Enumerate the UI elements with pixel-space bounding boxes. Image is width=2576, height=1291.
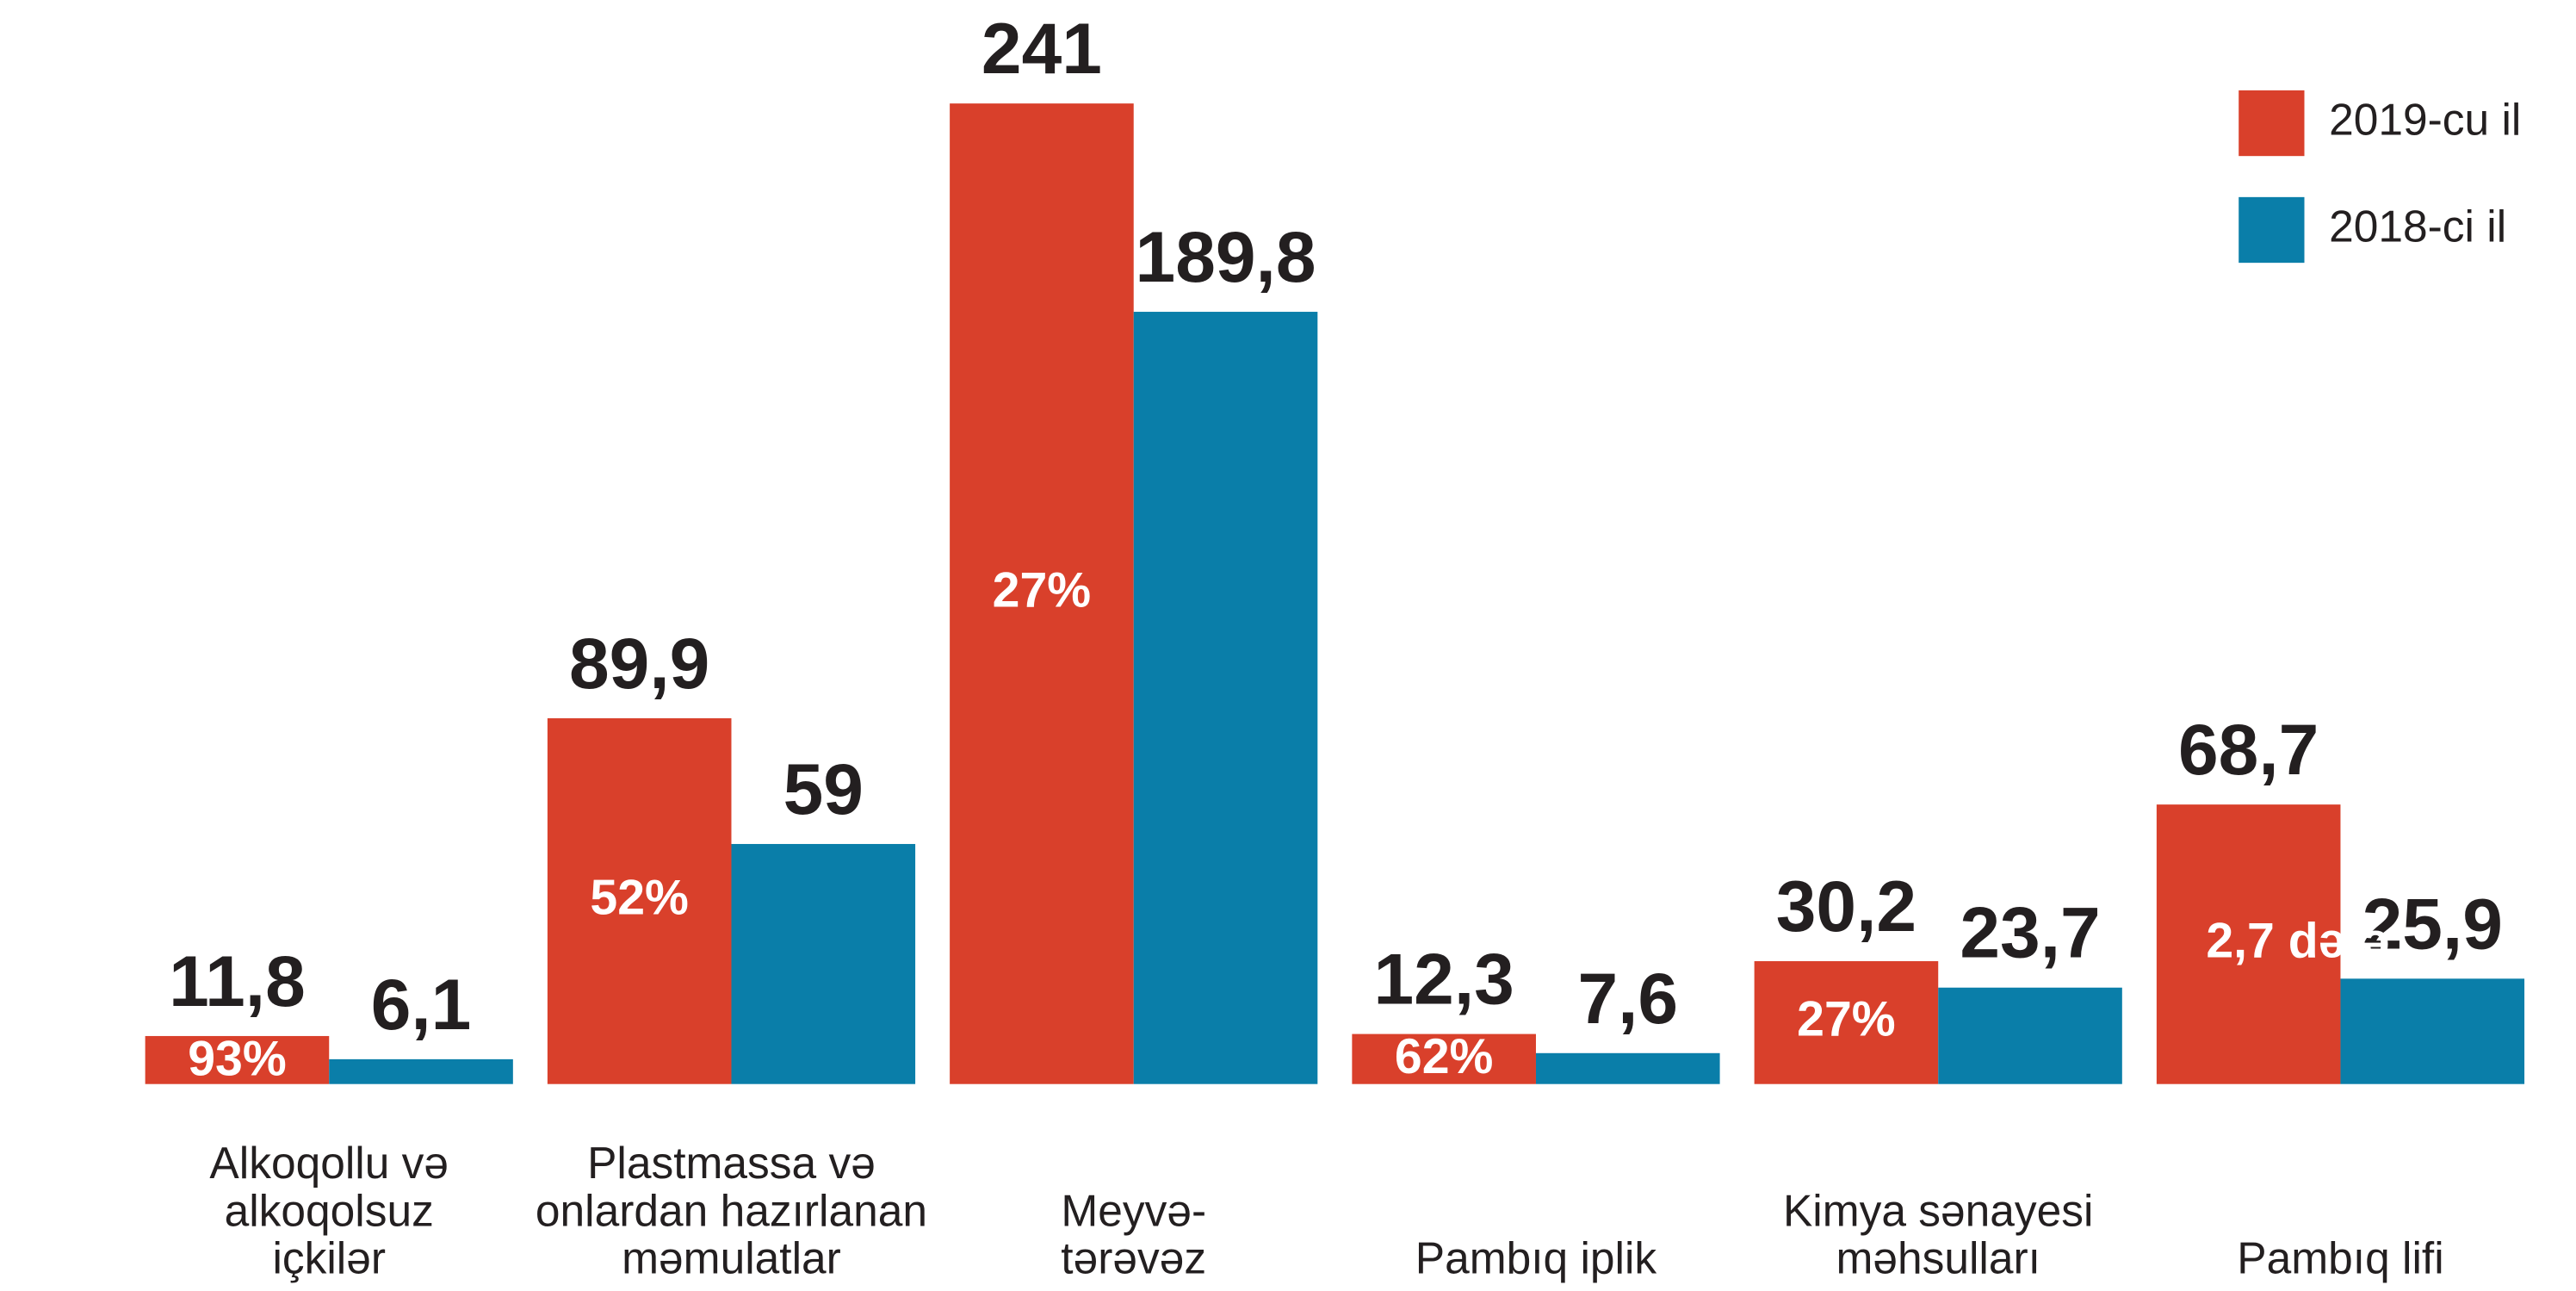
category-label: Alkoqollu və alkoqolsuz içkilər (209, 1138, 449, 1283)
bar (950, 103, 1134, 1084)
category-label: Meyvə-tərəvəz (1061, 1185, 1206, 1282)
bar (145, 1035, 330, 1084)
bar (1535, 1052, 1720, 1084)
annotation: 93% (188, 1032, 287, 1087)
value-label: 68,7 (2178, 709, 2319, 790)
value-label: 7,6 (1577, 958, 1678, 1039)
value-label: 12,3 (1374, 939, 1514, 1020)
value-label: 189,8 (1136, 216, 1316, 297)
bar (1938, 987, 2122, 1084)
annotation: 62% (1395, 1029, 1494, 1084)
value-label: 30,2 (1776, 866, 1917, 947)
legend-swatch (2239, 196, 2305, 264)
legend-label: 2019-cu il (2329, 95, 2521, 145)
value-label: 11,8 (169, 940, 306, 1021)
value-label: 59 (783, 748, 864, 829)
category-label: Pambıq iplik (1415, 1232, 1657, 1282)
bar (2156, 804, 2341, 1084)
annotation: 52% (590, 870, 689, 925)
value-label: 23,7 (1960, 892, 2100, 973)
annotation: 27% (993, 563, 1092, 618)
bar (1754, 961, 1939, 1084)
annotation: 2,7 dəfə (2206, 914, 2389, 969)
bar (329, 1058, 513, 1084)
annotation: 27% (1797, 991, 1896, 1046)
value-label: 6,1 (371, 964, 472, 1045)
bar (1133, 312, 1318, 1084)
category-label: Kimya sənayesi məhsulları (1783, 1185, 2094, 1282)
legend-swatch (2239, 90, 2305, 157)
legend-label: 2018-ci il (2329, 202, 2506, 251)
category-label: Plastmassa və onlardan hazırlanan məmulatl… (536, 1138, 927, 1283)
bar (547, 717, 732, 1084)
value-label: 89,9 (569, 623, 709, 704)
category-label: Pambıq lifi (2237, 1232, 2443, 1282)
bar (2340, 978, 2525, 1084)
bar (1352, 1033, 1536, 1084)
value-label: 25,9 (2362, 883, 2503, 964)
bar (731, 843, 916, 1084)
value-label: 241 (981, 8, 1102, 89)
